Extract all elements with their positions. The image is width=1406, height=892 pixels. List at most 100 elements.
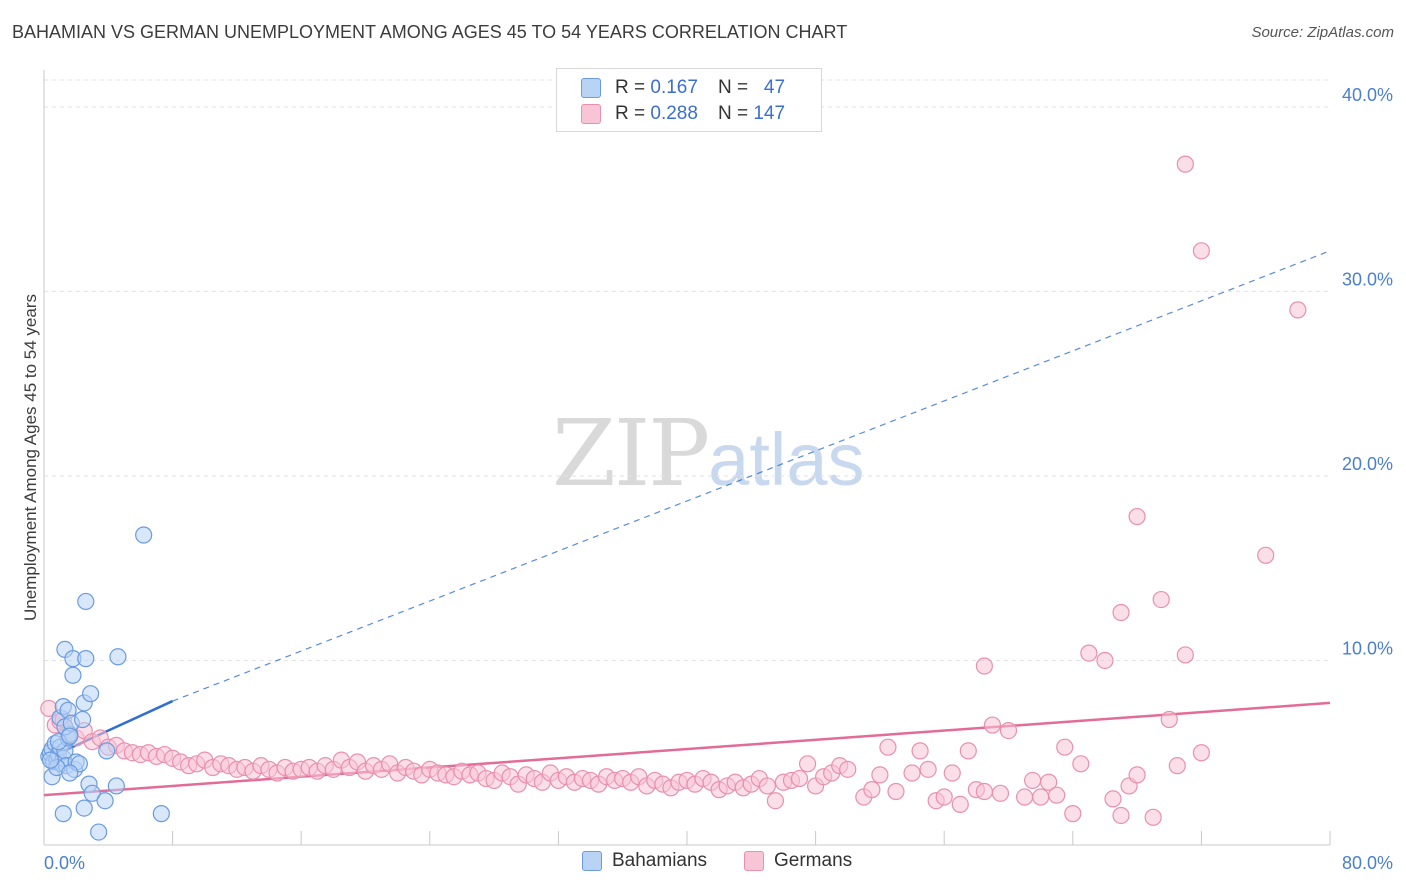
bahamian-point [73, 710, 92, 729]
german-point [991, 784, 1010, 802]
german-point [903, 764, 921, 782]
bahamian-point [77, 650, 95, 668]
german-point [839, 760, 857, 778]
r-label: R = [615, 77, 646, 98]
chart-title: BAHAMIAN VS GERMAN UNEMPLOYMENT AMONG AG… [12, 22, 848, 42]
bahamian-point [64, 666, 82, 684]
bahamian-point [98, 742, 116, 760]
german-point [1104, 790, 1122, 808]
german-point [943, 764, 961, 782]
german-point [887, 782, 905, 801]
german-point [1015, 788, 1034, 806]
y-tick-label: 30.0% [1342, 269, 1393, 289]
german-point [1072, 755, 1090, 773]
bahamian-swatch [581, 78, 601, 98]
german-legend-label: Germans [774, 850, 853, 871]
german-point [1168, 757, 1186, 775]
bahamian-point [82, 685, 100, 703]
german-point [911, 742, 929, 760]
watermark-zip: ZIP [552, 400, 710, 507]
german-point [1064, 805, 1082, 823]
bahamian-point [61, 727, 79, 745]
german-point [1056, 738, 1074, 756]
german-point [1144, 808, 1162, 826]
german-point [1176, 646, 1194, 664]
german-point [1176, 155, 1194, 173]
german-point [1152, 590, 1170, 609]
axis-layer [43, 70, 1331, 846]
bahamian-point [77, 592, 95, 611]
bahamian-trendline-extension [172, 250, 1331, 702]
german-point [1257, 546, 1275, 564]
x-tick-label-min: 0.0% [44, 853, 85, 873]
german-point [1192, 242, 1211, 260]
german-points [40, 155, 1307, 826]
german-point [999, 721, 1018, 740]
bahamian-point [107, 777, 125, 795]
german-point [1048, 786, 1066, 804]
bahamian-point [83, 784, 101, 802]
watermark: ZIPatlas [552, 400, 864, 507]
labels-layer: 10.0% 20.0% 30.0% 40.0% 0.0% 80.0% Unemploymen… [21, 85, 1393, 873]
german-legend-swatch [744, 851, 764, 871]
bahamian-points [40, 526, 170, 841]
german-point [1289, 301, 1307, 319]
german-point [790, 769, 809, 788]
german-point [975, 657, 993, 675]
bahamian-point [90, 823, 108, 841]
y-axis-label: Unemployment Among Ages 45 to 54 years [21, 294, 40, 621]
german-swatch [581, 104, 601, 124]
y-tick-label: 20.0% [1342, 454, 1393, 474]
y-tick-label: 40.0% [1342, 85, 1393, 105]
bahamian-point [109, 648, 127, 666]
german-point [1112, 603, 1130, 622]
r-value: 0.167 [650, 77, 698, 98]
german-point [1112, 806, 1130, 825]
german-point [1096, 651, 1114, 670]
german-point [1160, 710, 1178, 729]
grid-layer [44, 79, 1330, 661]
bahamian-point [96, 792, 114, 810]
german-point [1040, 773, 1058, 791]
german-point [1080, 644, 1098, 662]
german-point [871, 766, 889, 784]
bahamian-point [135, 526, 153, 544]
german-point [975, 782, 993, 801]
bahamian-point [152, 805, 170, 823]
watermark-atlas: atlas [708, 418, 865, 501]
german-point [1192, 744, 1211, 762]
n-label: N = [717, 103, 749, 124]
n-value: 147 [753, 103, 786, 124]
r-value: 0.288 [650, 103, 698, 124]
bahamian-point [41, 751, 60, 769]
x-tick-label-max: 80.0% [1342, 853, 1393, 873]
correlation-legend: R = 0.167 N = 47 R = 0.288 N = 147 [556, 68, 822, 132]
bahamian-point [61, 764, 79, 782]
german-point [863, 781, 881, 799]
n-label: N = [717, 77, 749, 98]
legend-row-bahamians: R = 0.167 N = 47 [581, 75, 785, 101]
german-point [1128, 766, 1146, 784]
german-point [919, 760, 937, 778]
legend-item-germans: Germans [744, 850, 852, 872]
german-point [1024, 771, 1042, 790]
german-point [959, 742, 977, 760]
german-point [951, 795, 969, 814]
german-point [983, 716, 1002, 734]
german-point [758, 777, 776, 795]
bahamian-legend-label: Bahamians [612, 850, 708, 871]
bahamian-point [54, 805, 72, 823]
legend-item-bahamians: Bahamians [582, 850, 707, 872]
bahamian-legend-swatch [582, 851, 602, 871]
german-point [766, 792, 785, 810]
german-point [1128, 507, 1146, 526]
german-point [935, 788, 953, 806]
german-point [798, 755, 817, 773]
y-tick-label: 10.0% [1342, 638, 1393, 658]
bahamian-point [75, 799, 93, 817]
r-label: R = [615, 103, 646, 124]
german-trendline [43, 701, 1331, 797]
german-point [879, 738, 897, 756]
n-value: 47 [763, 77, 786, 98]
